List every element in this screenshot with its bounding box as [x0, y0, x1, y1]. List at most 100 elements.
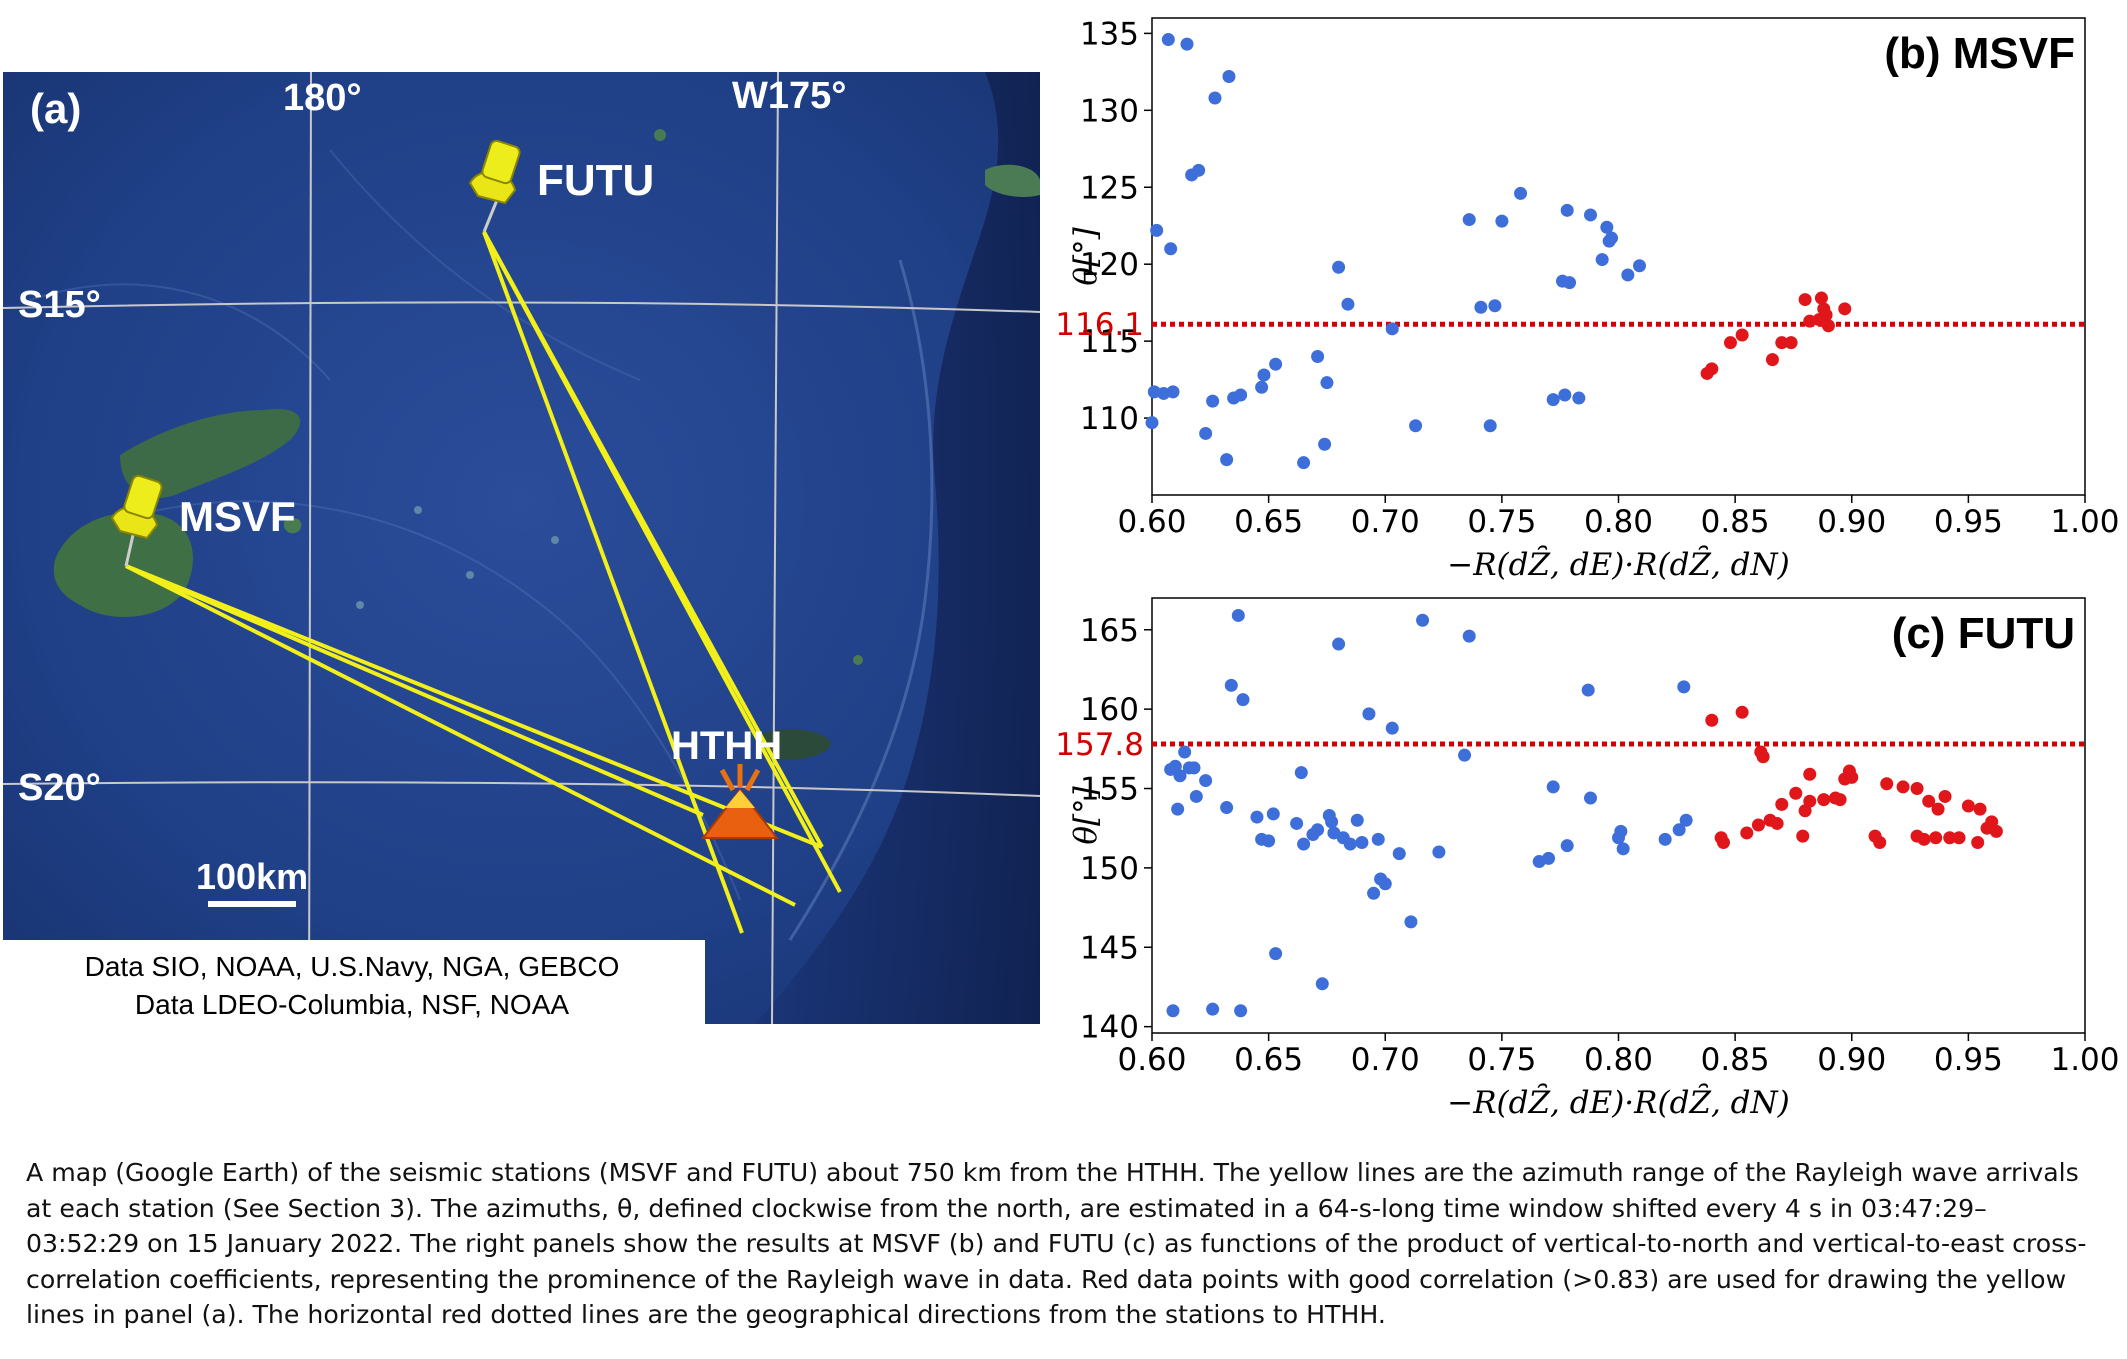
scatter-msvf: 0.60 0.65 0.70 0.75 0.80 0.85 0.90 0.95 1.00 110 1… — [1055, 16, 2119, 580]
azimuth-lines — [125, 231, 842, 934]
data-point-blue — [1462, 629, 1476, 643]
y-tick-label: 140 — [1080, 1010, 1139, 1046]
data-point-blue — [1315, 977, 1329, 991]
data-point-red — [1817, 793, 1831, 807]
data-point-blue — [1222, 69, 1236, 83]
data-point-red — [1765, 353, 1779, 367]
data-point-blue — [1558, 388, 1572, 402]
data-point-blue — [1164, 242, 1178, 256]
x-tick-label: 0.80 — [1584, 1042, 1653, 1078]
data-point-blue — [1257, 368, 1271, 382]
data-point-blue — [1220, 801, 1234, 815]
data-point-blue — [1269, 357, 1283, 371]
pushpin-msvf-icon — [110, 474, 163, 567]
data-point-blue — [1404, 915, 1418, 929]
data-point-red — [1922, 794, 1936, 808]
data-point-blue — [1355, 835, 1369, 849]
credit-line-2: Data LDEO-Columbia, NSF, NOAA — [135, 989, 569, 1020]
plot-frame — [1151, 597, 2086, 1034]
data-point-red — [1740, 826, 1754, 840]
x-tick-label: 0.75 — [1467, 504, 1536, 540]
y-tick-label: 145 — [1080, 930, 1139, 966]
data-point-blue — [1297, 456, 1311, 470]
y-tick-label: 150 — [1080, 851, 1139, 887]
data-point-blue — [1189, 789, 1203, 803]
data-point-red — [1819, 308, 1833, 322]
scale-label: 100km — [196, 856, 308, 897]
data-point-blue — [1385, 721, 1399, 735]
data-point-blue — [1350, 813, 1364, 827]
data-point-red — [1775, 797, 1789, 811]
data-point-blue — [1658, 832, 1672, 846]
data-point-red — [1798, 293, 1812, 307]
data-point-red — [1873, 835, 1887, 849]
vanua-levu-island — [120, 409, 301, 499]
data-point-blue — [1672, 823, 1686, 837]
data-point-blue — [1474, 300, 1488, 314]
data-point-red — [1896, 780, 1910, 794]
plot-frame — [1151, 17, 2086, 496]
data-point-blue — [1199, 774, 1213, 788]
data-point-blue — [1584, 208, 1598, 222]
data-point-red — [1973, 802, 1987, 816]
y-tick-label: 120 — [1080, 247, 1139, 283]
data-point-blue — [1621, 268, 1635, 282]
data-point-red — [1917, 832, 1931, 846]
data-point-red — [1770, 816, 1784, 830]
data-point-red — [1716, 835, 1730, 849]
data-point-blue — [1546, 780, 1560, 794]
data-point-red — [1784, 336, 1798, 350]
data-point-red — [1961, 799, 1975, 813]
x-tick-label: 1.00 — [2050, 504, 2119, 540]
x-tick-label: 0.70 — [1351, 504, 1420, 540]
y-tick-label: 125 — [1080, 170, 1139, 206]
data-point-blue — [1208, 91, 1222, 105]
reference-label: 157.8 — [1055, 727, 1144, 763]
data-point-blue — [1416, 613, 1430, 627]
y-tick-label: 135 — [1080, 16, 1139, 52]
data-point-blue — [1362, 707, 1376, 721]
data-point-red — [1943, 831, 1957, 845]
data-point-red — [1705, 713, 1719, 727]
data-point-red — [1756, 750, 1770, 764]
x-axis-label: −R(dZ̑, dE)·R(dZ̑, dN) — [1447, 543, 1790, 580]
y-tick-label: 115 — [1080, 324, 1139, 360]
data-point-blue — [1220, 453, 1234, 467]
data-point-red — [1705, 362, 1719, 376]
x-tick-label: 0.95 — [1934, 1042, 2003, 1078]
data-point-blue — [1206, 1002, 1220, 1016]
data-point-red — [1929, 831, 1943, 845]
data-point-blue — [1266, 807, 1280, 821]
data-point-blue — [1560, 203, 1574, 217]
data-point-blue — [1341, 297, 1355, 311]
data-point-blue — [1224, 678, 1238, 692]
scatter-futu: 0.60 0.65 0.70 0.75 0.80 0.85 0.90 0.95 1.00 140 1… — [1055, 597, 2120, 1121]
data-point-blue — [1542, 851, 1556, 865]
data-point-blue — [1180, 37, 1194, 51]
data-point-red — [1751, 818, 1765, 832]
data-point-blue — [1311, 823, 1325, 837]
data-point-blue — [1325, 815, 1339, 829]
data-point-blue — [1269, 947, 1283, 961]
x-tick-label: 0.65 — [1234, 1042, 1303, 1078]
data-point-blue — [1234, 1004, 1248, 1018]
x-tick-label: 0.70 — [1351, 1042, 1420, 1078]
volcano-label-hthh: HTHH — [671, 724, 782, 768]
volcano-icon — [700, 764, 780, 839]
data-point-red — [1735, 705, 1749, 719]
x-tick-label: 0.60 — [1117, 1042, 1186, 1078]
data-point-blue — [1206, 394, 1220, 408]
x-tick-label: 1.00 — [2050, 1042, 2119, 1078]
data-point-red — [1821, 319, 1835, 333]
data-point-blue — [1409, 419, 1423, 433]
station-label-futu: FUTU — [537, 156, 654, 205]
data-point-blue — [1332, 637, 1346, 651]
x-tick-label: 0.85 — [1701, 1042, 1770, 1078]
data-point-blue — [1234, 388, 1248, 402]
data-point-red — [1803, 794, 1817, 808]
data-point-red — [1971, 835, 1985, 849]
y-tick-label: 165 — [1080, 613, 1139, 649]
x-tick-label: 0.90 — [1817, 504, 1886, 540]
data-point-blue — [1560, 839, 1574, 853]
data-point-red — [1880, 777, 1894, 791]
